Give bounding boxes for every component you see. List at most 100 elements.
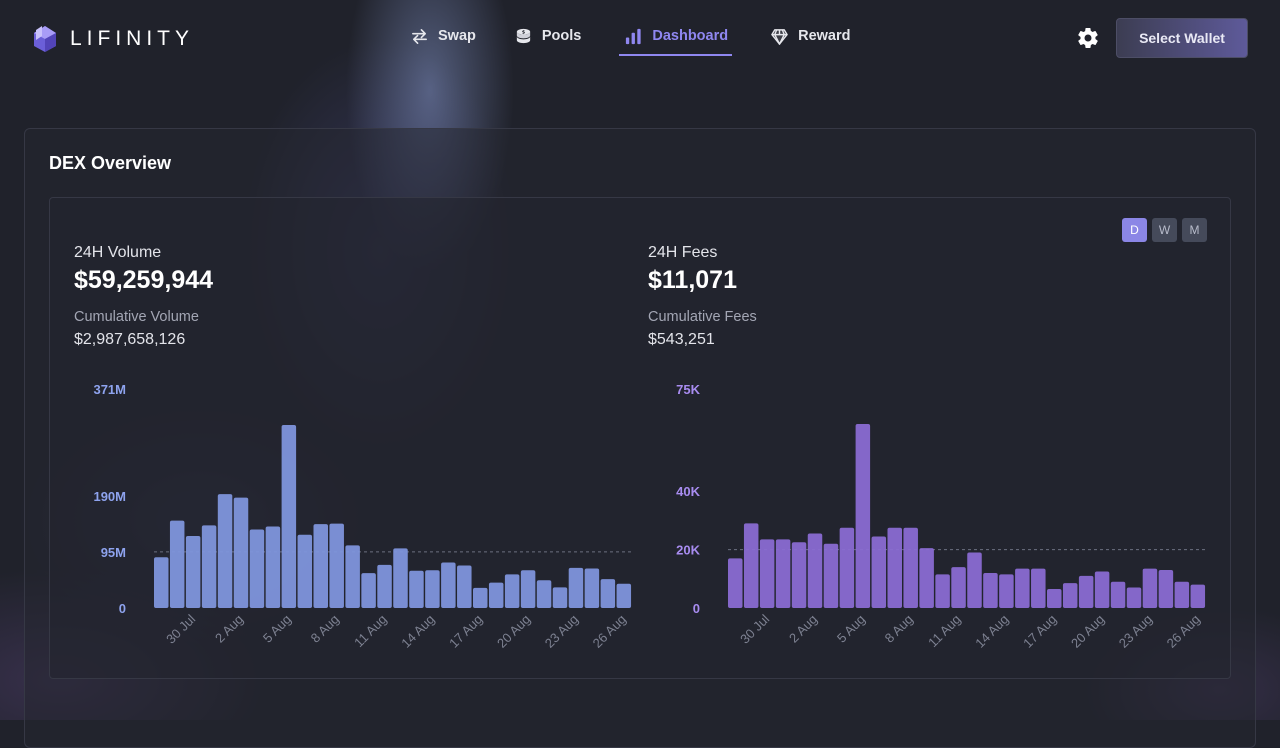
bar-21-aug[interactable] bbox=[537, 580, 552, 608]
bar-16-aug[interactable] bbox=[1031, 569, 1046, 608]
bar-10-aug[interactable] bbox=[935, 574, 950, 608]
x-tick-label: 17 Aug bbox=[446, 612, 485, 651]
bar-6-aug[interactable] bbox=[298, 535, 313, 608]
volume-label: 24H Volume bbox=[74, 244, 213, 262]
nav-item-swap[interactable]: Swap bbox=[410, 18, 476, 54]
bar-3-aug[interactable] bbox=[824, 544, 839, 608]
bar-8-aug[interactable] bbox=[903, 528, 918, 608]
bar-20-aug[interactable] bbox=[1095, 572, 1110, 609]
bar-8-aug[interactable] bbox=[329, 524, 344, 608]
bar-25-aug[interactable] bbox=[1175, 582, 1190, 608]
bar-12-aug[interactable] bbox=[393, 548, 408, 608]
bar-30-jul[interactable] bbox=[186, 536, 201, 608]
bar-17-aug[interactable] bbox=[1047, 589, 1062, 608]
swap-arrows-icon bbox=[410, 27, 429, 46]
bar-21-aug[interactable] bbox=[1111, 582, 1126, 608]
bar-20-aug[interactable] bbox=[521, 570, 536, 608]
x-tick-label: 11 Aug bbox=[925, 612, 964, 651]
x-tick-label: 30 Jul bbox=[163, 611, 198, 646]
bar-5-aug[interactable] bbox=[856, 424, 871, 608]
bar-4-aug[interactable] bbox=[840, 528, 855, 608]
bar-10-aug[interactable] bbox=[361, 573, 376, 608]
bar-18-aug[interactable] bbox=[1063, 583, 1078, 608]
volume-value: $59,259,944 bbox=[74, 266, 213, 295]
x-tick-label: 8 Aug bbox=[882, 612, 916, 646]
bar-7-aug[interactable] bbox=[314, 524, 329, 608]
bar-11-aug[interactable] bbox=[951, 567, 966, 608]
nav-item-reward[interactable]: Reward bbox=[770, 18, 850, 54]
bar-31-jul[interactable] bbox=[776, 539, 791, 608]
bar-24-aug[interactable] bbox=[1159, 570, 1174, 608]
bar-7-aug[interactable] bbox=[888, 528, 903, 608]
bar-31-jul[interactable] bbox=[202, 525, 217, 608]
x-tick-label: 20 Aug bbox=[494, 612, 533, 651]
bar-2-aug[interactable] bbox=[808, 534, 823, 608]
bar-23-aug[interactable] bbox=[1143, 569, 1158, 608]
x-tick-label: 20 Aug bbox=[1068, 612, 1107, 651]
y-tick-label: 40K bbox=[676, 484, 700, 499]
bar-16-aug[interactable] bbox=[457, 565, 472, 608]
x-tick-label: 17 Aug bbox=[1020, 612, 1059, 651]
bar-14-aug[interactable] bbox=[425, 570, 440, 608]
cumulative-fees-label: Cumulative Fees bbox=[648, 309, 757, 325]
page-title: DEX Overview bbox=[49, 153, 171, 174]
x-tick-label: 5 Aug bbox=[834, 612, 868, 646]
bar-19-aug[interactable] bbox=[505, 574, 520, 608]
nav-label-swap: Swap bbox=[438, 28, 476, 44]
bar-28-jul[interactable] bbox=[728, 558, 743, 608]
bar-26-aug[interactable] bbox=[1191, 585, 1206, 608]
bar-13-aug[interactable] bbox=[983, 573, 998, 608]
x-tick-label: 26 Aug bbox=[590, 612, 629, 651]
bar-chart-icon bbox=[624, 27, 643, 46]
bar-26-aug[interactable] bbox=[617, 584, 632, 608]
bar-9-aug[interactable] bbox=[919, 548, 934, 608]
svg-text:$: $ bbox=[522, 29, 525, 35]
x-tick-label: 2 Aug bbox=[786, 612, 820, 646]
fees-label: 24H Fees bbox=[648, 244, 757, 262]
bar-4-aug[interactable] bbox=[266, 527, 281, 608]
nav-item-pools[interactable]: $ Pools bbox=[514, 18, 581, 54]
volume-stats: 24H Volume $59,259,944 Cumulative Volume… bbox=[74, 244, 213, 349]
bar-22-aug[interactable] bbox=[553, 587, 568, 608]
cumulative-volume-value: $2,987,658,126 bbox=[74, 331, 213, 349]
bar-14-aug[interactable] bbox=[999, 574, 1014, 608]
bar-30-jul[interactable] bbox=[760, 539, 775, 608]
bar-24-aug[interactable] bbox=[585, 568, 600, 608]
bar-29-jul[interactable] bbox=[170, 521, 185, 608]
bar-19-aug[interactable] bbox=[1079, 576, 1094, 608]
select-wallet-button[interactable]: Select Wallet bbox=[1116, 18, 1248, 58]
bar-22-aug[interactable] bbox=[1127, 588, 1142, 608]
bar-12-aug[interactable] bbox=[967, 553, 982, 608]
bar-3-aug[interactable] bbox=[250, 529, 265, 608]
brand-logo[interactable]: LIFINITY bbox=[32, 24, 194, 54]
bar-18-aug[interactable] bbox=[489, 583, 504, 608]
x-tick-label: 23 Aug bbox=[542, 612, 581, 651]
nav-item-dashboard[interactable]: Dashboard bbox=[619, 18, 732, 56]
bar-15-aug[interactable] bbox=[1015, 569, 1030, 608]
bar-9-aug[interactable] bbox=[345, 545, 360, 608]
nav-label-pools: Pools bbox=[542, 28, 581, 44]
bar-29-jul[interactable] bbox=[744, 523, 759, 608]
y-tick-label: 95M bbox=[101, 545, 126, 560]
bar-15-aug[interactable] bbox=[441, 563, 456, 608]
bar-13-aug[interactable] bbox=[409, 571, 424, 608]
bar-17-aug[interactable] bbox=[473, 588, 488, 608]
bar-1-aug[interactable] bbox=[792, 542, 807, 608]
bar-6-aug[interactable] bbox=[872, 536, 887, 608]
period-day-button[interactable]: D bbox=[1122, 218, 1147, 242]
bar-5-aug[interactable] bbox=[282, 425, 297, 608]
y-tick-label: 0 bbox=[119, 601, 126, 616]
x-tick-label: 5 Aug bbox=[260, 612, 294, 646]
bar-25-aug[interactable] bbox=[601, 579, 616, 608]
bar-23-aug[interactable] bbox=[569, 568, 584, 608]
coins-icon: $ bbox=[514, 27, 533, 46]
y-tick-label: 371M bbox=[93, 382, 126, 397]
bar-2-aug[interactable] bbox=[234, 498, 249, 608]
period-month-button[interactable]: M bbox=[1182, 218, 1207, 242]
gear-icon[interactable] bbox=[1076, 26, 1100, 50]
period-week-button[interactable]: W bbox=[1152, 218, 1177, 242]
bar-28-jul[interactable] bbox=[154, 557, 169, 608]
bar-11-aug[interactable] bbox=[377, 565, 392, 608]
bar-1-aug[interactable] bbox=[218, 494, 233, 608]
